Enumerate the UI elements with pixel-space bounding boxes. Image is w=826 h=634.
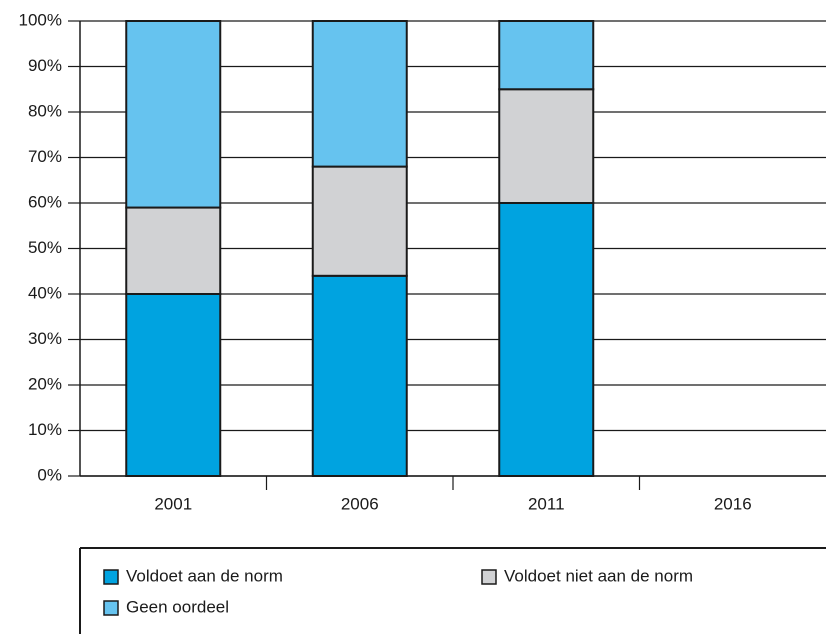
bar-segment: [125, 206, 222, 295]
y-tick-label: 70%: [28, 147, 62, 166]
y-tick-label: 20%: [28, 374, 62, 393]
y-tick-label: 80%: [28, 101, 62, 120]
y-tick-label: 50%: [28, 238, 62, 257]
bar-segment: [125, 293, 222, 477]
bar-segment: [498, 88, 595, 204]
x-tick-label: 2011: [528, 494, 565, 513]
x-tick-label: 2006: [341, 494, 379, 513]
bar-segment: [498, 20, 595, 91]
y-tick-label: 0%: [37, 465, 62, 484]
legend-label: Voldoet aan de norm: [126, 566, 283, 585]
legend-swatch: [103, 600, 119, 616]
legend-swatch: [481, 569, 497, 585]
bar-segment: [498, 202, 595, 477]
bar-segment: [311, 165, 408, 277]
y-tick-label: 100%: [19, 10, 62, 29]
bar-segment: [311, 20, 408, 168]
bar-segment: [311, 274, 408, 477]
x-tick-label: 2016: [714, 494, 752, 513]
legend-label: Geen oordeel: [126, 597, 229, 616]
legend-swatch: [103, 569, 119, 585]
y-tick-label: 90%: [28, 56, 62, 75]
y-tick-label: 10%: [28, 420, 62, 439]
y-tick-label: 40%: [28, 283, 62, 302]
x-tick-label: 2001: [154, 494, 192, 513]
bar-segment: [125, 20, 222, 209]
y-tick-label: 30%: [28, 329, 62, 348]
y-tick-label: 60%: [28, 192, 62, 211]
legend-label: Voldoet niet aan de norm: [504, 566, 693, 585]
